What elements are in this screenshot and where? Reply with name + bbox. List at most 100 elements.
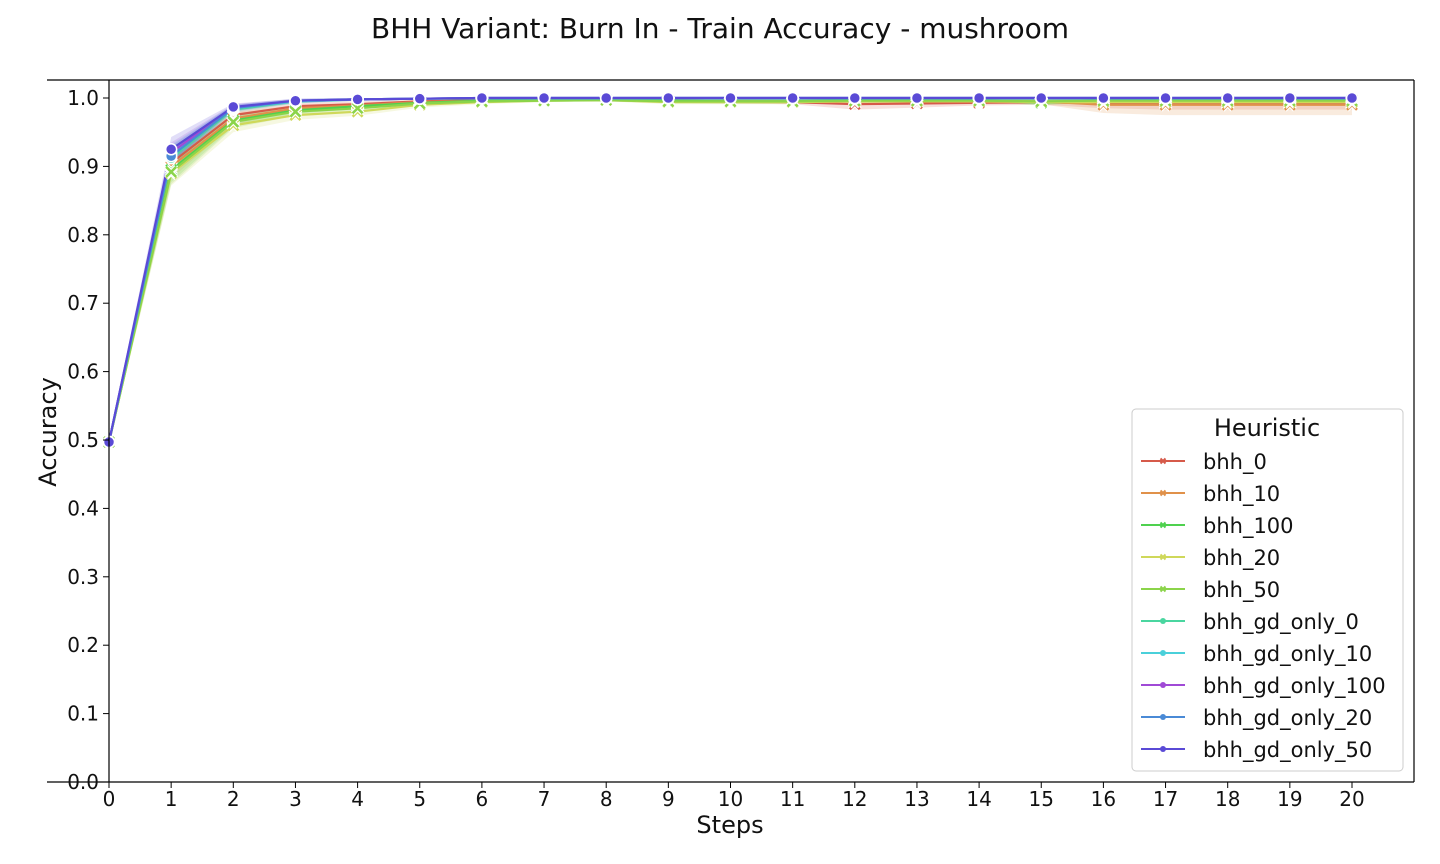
legend-item: bhh_gd_only_0 [1141,610,1359,635]
point-bhh_gd_only_50 [662,91,675,105]
legend-swatch-marker [1160,714,1166,720]
band-bhh_gd_only_100 [109,98,1352,445]
y-tick-label: 0.9 [67,154,99,178]
legend-item: bhh_100 [1141,514,1294,539]
y-tick-label: 1.0 [67,86,99,110]
legend-frame [1131,408,1404,772]
x-tick-label: 20 [1339,787,1364,811]
y-tick-label: 0.0 [67,770,99,794]
point-bhh_gd_only_50 [786,91,799,105]
x-tick-label: 2 [227,787,240,811]
legend-label: bhh_20 [1203,546,1280,571]
point-bhh_gd_only_50 [910,91,924,105]
point-bhh_50 [227,116,240,128]
point-bhh_gd_only_50 [1035,91,1048,105]
x-tick-label: 18 [1215,787,1240,811]
legend-item: bhh_gd_only_20 [1141,706,1372,731]
line-bhh_gd_only_50 [107,96,1352,443]
legend-swatch-marker [1160,682,1166,688]
line-bhh_20 [107,98,1352,443]
line-bhh_gd_only_100 [107,96,1352,443]
x-axis-label: Steps [696,811,763,839]
band-bhh_gd_only_50 [109,98,1352,445]
y-tick-label: 0.6 [67,360,99,384]
legend-label: bhh_gd_only_50 [1203,738,1372,763]
x-tick-label: 16 [1091,787,1116,811]
point-bhh_gd_only_50 [351,93,364,106]
band-bhh_100 [109,98,1352,445]
y-tick-label: 0.3 [67,565,99,589]
point-bhh_gd_only_50 [1221,91,1234,105]
x-tick-label: 8 [600,787,613,811]
line-bhh_gd_only_0 [107,97,1352,443]
line-bhh_0 [107,98,1352,443]
chart-title: BHH Variant: Burn In - Train Accuracy - … [371,12,1069,45]
y-tick-label: 0.1 [67,702,99,726]
legend-title: Heuristic [1214,414,1320,442]
band-bhh_10 [109,98,1352,445]
line-bhh_gd_only_10 [107,96,1352,443]
legend-item: bhh_gd_only_50 [1141,738,1372,763]
line-bhh_100 [107,98,1352,443]
x-tick-label: 12 [842,787,867,811]
legend: Heuristic bhh_0 bhh_10 bhh_100 bhh_20 bhh_50… [1131,408,1404,772]
legend-items: bhh_0 bhh_10 bhh_100 bhh_20 bhh_50 bhh_gd_onl… [1141,450,1386,763]
y-tick-label: 0.2 [67,633,99,657]
point-bhh_50 [165,165,178,178]
y-tick-label: 0.8 [67,223,99,247]
x-tick-label: 6 [476,787,489,811]
point-bhh_gd_only_50 [227,100,240,114]
point-bhh_gd_only_50 [1345,91,1359,105]
x-tick-label: 19 [1277,787,1302,811]
band-bhh_gd_only_0 [109,98,1352,445]
x-tick-label: 14 [966,787,991,811]
y-ticks: 0.0 0.1 0.2 0.3 0.4 0.5 0.6 0.7 0.8 0.9 1.0 [67,86,109,794]
point-bhh_gd_only_50 [848,91,862,105]
band-bhh_50 [109,98,1352,445]
legend-swatch-marker [1160,746,1166,752]
legend-item: bhh_10 [1141,482,1280,507]
band-bhh_20 [109,98,1352,445]
x-tick-label: 13 [904,787,929,811]
x-tick-label: 3 [289,787,302,811]
x-tick-label: 17 [1153,787,1178,811]
legend-item: bhh_gd_only_10 [1141,642,1372,667]
point-bhh_gd_only_50 [413,92,426,105]
band-bhh_0 [109,98,1352,445]
confidence-bands [109,98,1352,445]
y-tick-label: 0.7 [67,291,99,315]
point-bhh_gd_only_50 [1283,91,1297,105]
line-bhh_10 [107,98,1352,443]
legend-swatch-marker [1160,650,1166,656]
y-tick-label: 0.4 [67,496,99,520]
x-tick-label: 5 [413,787,426,811]
legend-label: bhh_10 [1203,482,1280,507]
point-bhh_gd_only_50 [1097,91,1110,105]
point-bhh_gd_only_50 [475,91,489,105]
y-axis-label: Accuracy [34,377,62,487]
point-bhh_gd_only_50 [1159,91,1172,105]
legend-label: bhh_50 [1203,578,1280,603]
x-tick-label: 0 [103,787,116,811]
legend-label: bhh_gd_only_20 [1203,706,1372,731]
x-tick-label: 11 [780,787,805,811]
x-tick-label: 15 [1029,787,1054,811]
point-bhh_50 [351,102,364,115]
legend-label: bhh_gd_only_100 [1203,674,1386,699]
legend-label: bhh_0 [1203,450,1267,475]
legend-item: bhh_0 [1141,450,1267,475]
line-bhh_50 [107,98,1352,443]
x-ticks: 0 1 2 3 4 5 6 7 8 9 10 11 12 13 14 15 16 17 18 19 20 [103,782,1365,811]
point-bhh_gd_only_50 [289,94,302,107]
legend-swatch-marker [1159,489,1167,497]
point-bhh_gd_only_50 [599,91,613,105]
legend-item: bhh_gd_only_100 [1141,674,1386,699]
legend-swatch-marker [1159,457,1167,465]
series-lines [107,96,1352,443]
legend-swatch-marker [1160,618,1166,624]
legend-label: bhh_100 [1203,514,1294,539]
y-tick-label: 0.5 [67,428,99,452]
legend-label: bhh_gd_only_0 [1203,610,1359,635]
series-markers [102,91,1359,449]
